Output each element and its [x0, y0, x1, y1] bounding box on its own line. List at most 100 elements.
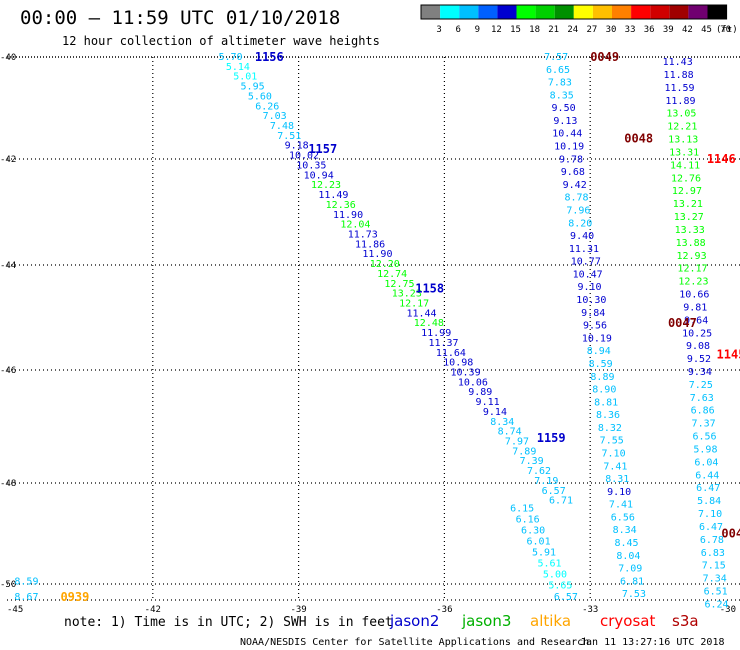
- wave-height-value: 8.89: [590, 372, 614, 383]
- wave-height-value: 13.31: [669, 147, 699, 158]
- wave-height-value: 11.44: [406, 308, 436, 319]
- wave-height-value: 10.77: [571, 257, 601, 268]
- wave-height-value: 5.00: [543, 570, 567, 581]
- wave-height-value: 6.26: [255, 101, 279, 112]
- wave-height-value: 7.09: [618, 564, 642, 575]
- wave-height-value: 7.10: [602, 449, 626, 460]
- wave-height-value: 7.57: [544, 52, 568, 63]
- legend-swatch: [612, 5, 632, 19]
- wave-height-value: 5.60: [248, 91, 272, 102]
- wave-height-value: 11.37: [428, 338, 458, 349]
- legend-value: 3: [436, 25, 441, 35]
- pass-time-label: 1146: [707, 152, 736, 166]
- longitude-label: -30: [720, 605, 736, 615]
- wave-height-value: 7.48: [270, 121, 294, 132]
- wave-height-value: 10.19: [554, 142, 584, 153]
- legend-swatch: [535, 5, 555, 19]
- pass-time-label: 0939: [60, 590, 89, 604]
- wave-height-value: 6.57: [542, 486, 566, 497]
- latitude-label: -46: [0, 366, 16, 376]
- wave-height-value: 5.95: [241, 82, 265, 93]
- wave-height-value: 9.10: [577, 282, 601, 293]
- wave-height-value: 10.44: [552, 129, 582, 140]
- wave-height-value: 8.32: [598, 423, 622, 434]
- longitude-label: -33: [582, 605, 598, 615]
- wave-height-value: 9.40: [570, 231, 594, 242]
- map-title: 00:00 – 11:59 UTC 01/10/2018: [20, 7, 340, 29]
- legend-swatch: [650, 5, 670, 19]
- wave-height-value: 11.43: [663, 57, 693, 68]
- legend-swatch: [592, 5, 612, 19]
- wave-height-value: 12.74: [377, 269, 407, 280]
- wave-height-value: 9.18: [285, 141, 309, 152]
- wave-height-value: 12.76: [671, 173, 701, 184]
- wave-height-value: 14.11: [670, 160, 700, 171]
- wave-height-value: 8.67: [14, 592, 38, 603]
- legend-swatch: [573, 5, 593, 19]
- wave-height-value: 6.44: [695, 470, 719, 481]
- wave-height-value: 8.81: [594, 397, 618, 408]
- legend-swatch: [421, 5, 441, 19]
- wave-height-value: 6.71: [549, 496, 573, 507]
- wave-height-value: 11.49: [318, 190, 348, 201]
- legend-value: 70: [720, 25, 731, 35]
- legend-swatch: [631, 5, 651, 19]
- wave-height-value: 8.94: [587, 346, 611, 357]
- wave-height-value: 10.39: [451, 368, 481, 379]
- wave-height-value: 7.25: [689, 380, 713, 391]
- pass-time-label: 0048: [624, 132, 653, 146]
- pass-time-label: 1159: [537, 431, 566, 445]
- legend-value: 9: [475, 25, 480, 35]
- wave-height-value: 7.62: [527, 466, 551, 477]
- legend-value: 45: [701, 25, 712, 35]
- wave-height-value: 12.23: [678, 277, 708, 288]
- wave-height-value: 13.21: [673, 199, 703, 210]
- wave-height-value: 12.17: [677, 264, 707, 275]
- footer-note: note: 1) Time is in UTC; 2) SWH is in fe…: [64, 615, 393, 630]
- latitude-label: -44: [0, 261, 16, 271]
- pass-time-label: 0047: [668, 316, 697, 330]
- wave-height-value: 6.24: [705, 599, 729, 610]
- legend-swatch: [478, 5, 498, 19]
- satellite-legend-cryosat: cryosat: [600, 612, 655, 630]
- wave-height-value: 5.14: [226, 62, 250, 73]
- wave-height-value: 6.15: [510, 503, 534, 514]
- legend-value: 18: [529, 25, 540, 35]
- wave-height-value: 6.47: [696, 483, 720, 494]
- wave-height-value: 11.86: [355, 239, 385, 250]
- wave-height-value: 9.11: [476, 397, 500, 408]
- wave-height-value: 6.01: [527, 536, 551, 547]
- latitude-label: -42: [0, 155, 16, 165]
- wave-height-value: 12.93: [677, 251, 707, 262]
- wave-height-value: 10.25: [682, 328, 712, 339]
- wave-height-value: 9.14: [483, 407, 507, 418]
- axis-labels: -40 -42 -44 -46 -48 -50 -45 -42 -39 -36 -33 -30: [0, 53, 736, 615]
- wave-height-value: 13.23: [392, 289, 422, 300]
- wave-height-value: 7.83: [548, 78, 572, 89]
- pass-time-label: 1156: [255, 50, 284, 64]
- altimeter-tracks: 5.705.145.015.955.606.267.037.487.519.18…: [14, 52, 728, 610]
- wave-height-value: 12.04: [340, 220, 370, 231]
- wave-height-value: 9.08: [686, 341, 710, 352]
- wave-height-value: 9.64: [684, 315, 708, 326]
- longitude-label: -36: [436, 605, 452, 615]
- footer-credit: NOAA/NESDIS Center for Satellite Applica…: [240, 637, 589, 648]
- wave-height-value: 9.34: [688, 367, 712, 378]
- footer-timestamp: Jan 11 13:27:16 UTC 2018: [580, 637, 725, 648]
- wave-height-value: 5.01: [233, 72, 257, 83]
- latitude-label: -40: [0, 53, 16, 63]
- color-legend: 3 6 9 12 15 18 21 24 27 30 33 36 39 42 45 70(ft): [420, 4, 738, 35]
- wave-height-value: 10.66: [679, 290, 709, 301]
- wave-height-value: 8.90: [592, 385, 616, 396]
- wave-height-value: 11.89: [665, 96, 695, 107]
- wave-height-value: 7.55: [600, 436, 624, 447]
- wave-height-value: 6.47: [699, 522, 723, 533]
- legend-value: 33: [625, 25, 636, 35]
- wave-height-value: 11.90: [333, 210, 363, 221]
- legend-swatch: [669, 5, 689, 19]
- wave-height-value: 10.94: [304, 170, 334, 181]
- wave-height-value: 6.56: [611, 512, 635, 523]
- wave-height-value: 7.51: [277, 131, 301, 142]
- wave-height-value: 9.42: [563, 180, 587, 191]
